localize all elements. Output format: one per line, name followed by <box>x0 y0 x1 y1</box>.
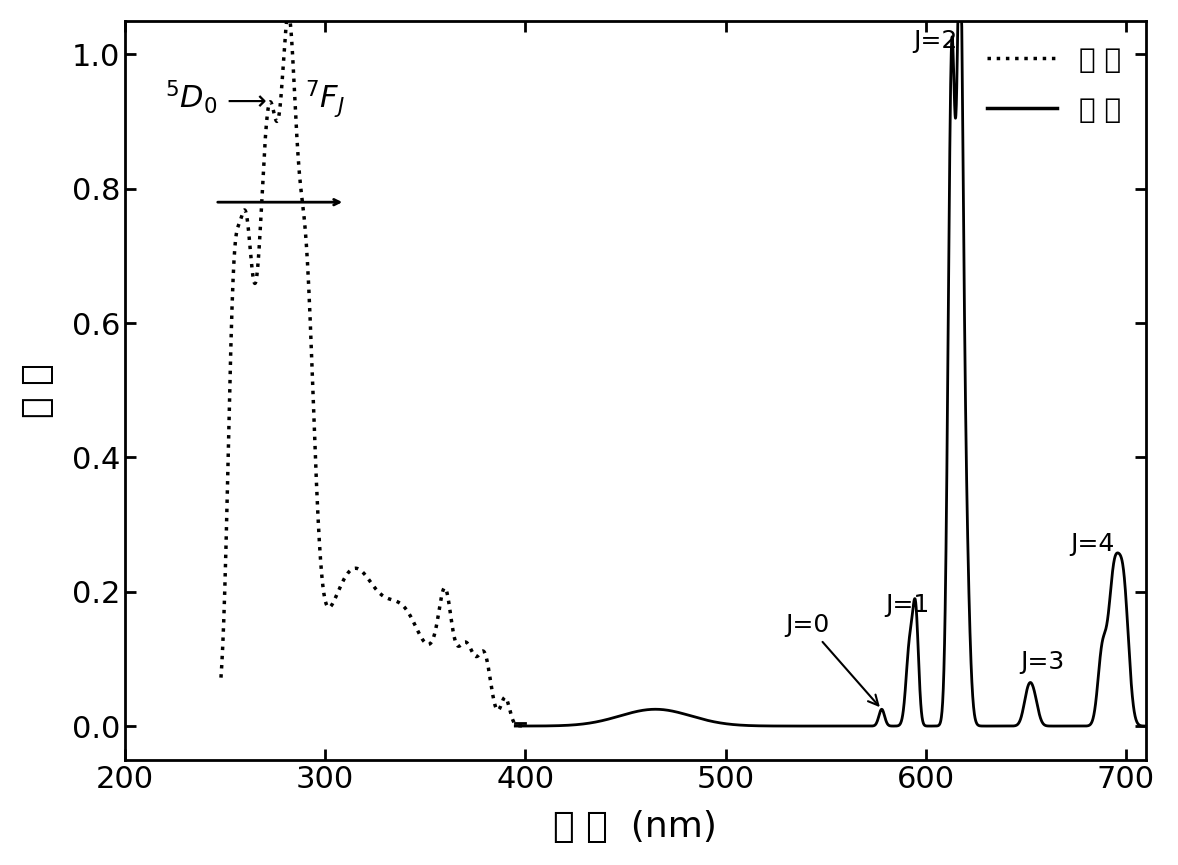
激 发 <box>509 720 523 730</box>
激 发 <box>494 701 508 711</box>
发 射 <box>617 709 631 720</box>
激 发 <box>344 565 358 575</box>
发 射 <box>1139 721 1153 731</box>
Line: 发 射: 发 射 <box>515 21 1146 726</box>
发 射 <box>580 718 594 728</box>
Text: J=3: J=3 <box>1020 650 1064 674</box>
发 射 <box>951 16 965 26</box>
Text: $\longrightarrow$: $\longrightarrow$ <box>221 86 267 114</box>
激 发 <box>358 570 372 580</box>
发 射 <box>1060 721 1074 731</box>
激 发 <box>435 588 449 599</box>
激 发 <box>518 721 532 731</box>
Y-axis label: 强 度: 强 度 <box>21 362 55 418</box>
Text: J=1: J=1 <box>886 593 929 617</box>
Text: $^5D_0$: $^5D_0$ <box>165 78 217 116</box>
Text: $^7F_J$: $^7F_J$ <box>305 79 345 120</box>
发 射 <box>1127 705 1141 715</box>
Text: J=4: J=4 <box>1070 533 1114 556</box>
Text: J=2: J=2 <box>914 29 958 53</box>
激 发 <box>214 672 229 682</box>
发 射 <box>1059 721 1073 731</box>
Text: J=0: J=0 <box>786 613 879 706</box>
激 发 <box>279 16 293 26</box>
X-axis label: 波 长  (nm): 波 长 (nm) <box>554 811 717 844</box>
Line: 激 发: 激 发 <box>221 21 525 726</box>
发 射 <box>750 721 765 731</box>
发 射 <box>777 721 792 731</box>
Legend: 激 发, 发 射: 激 发, 发 射 <box>977 35 1132 135</box>
激 发 <box>342 567 356 577</box>
发 射 <box>508 721 522 731</box>
